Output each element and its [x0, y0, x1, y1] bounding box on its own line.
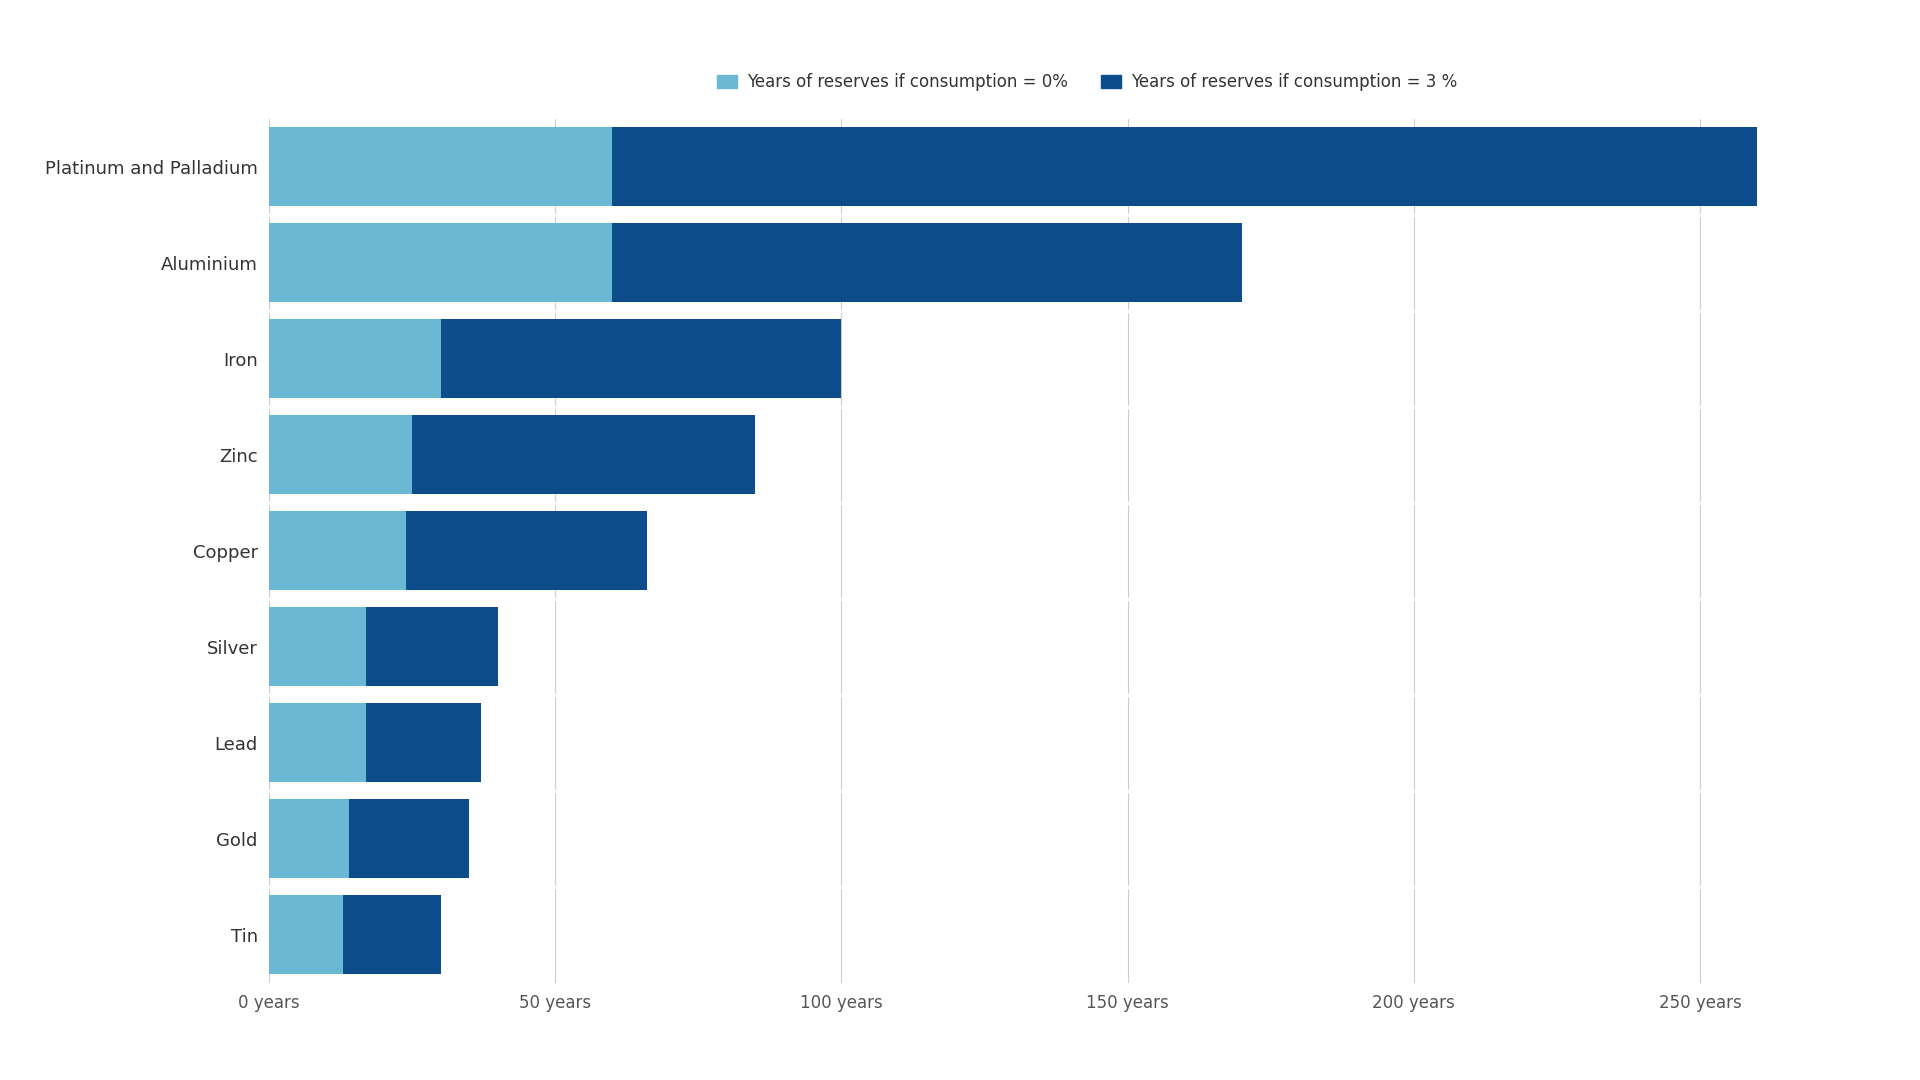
Bar	[612, 127, 1757, 206]
Bar	[413, 416, 755, 495]
Legend: Years of reserves if consumption = 0%, Years of reserves if consumption = 3 %: Years of reserves if consumption = 0%, Y…	[710, 67, 1465, 98]
Bar	[269, 607, 367, 686]
Bar	[612, 224, 1242, 302]
Bar	[344, 895, 440, 974]
Bar	[269, 320, 440, 399]
Bar	[440, 320, 841, 399]
Bar	[269, 127, 612, 206]
Bar	[269, 512, 407, 590]
Bar	[367, 607, 497, 686]
Bar	[269, 416, 413, 495]
Bar	[407, 512, 647, 590]
Bar	[349, 799, 468, 878]
Bar	[269, 895, 344, 974]
Bar	[269, 224, 612, 302]
Bar	[367, 703, 480, 782]
Bar	[269, 799, 349, 878]
Bar	[269, 703, 367, 782]
